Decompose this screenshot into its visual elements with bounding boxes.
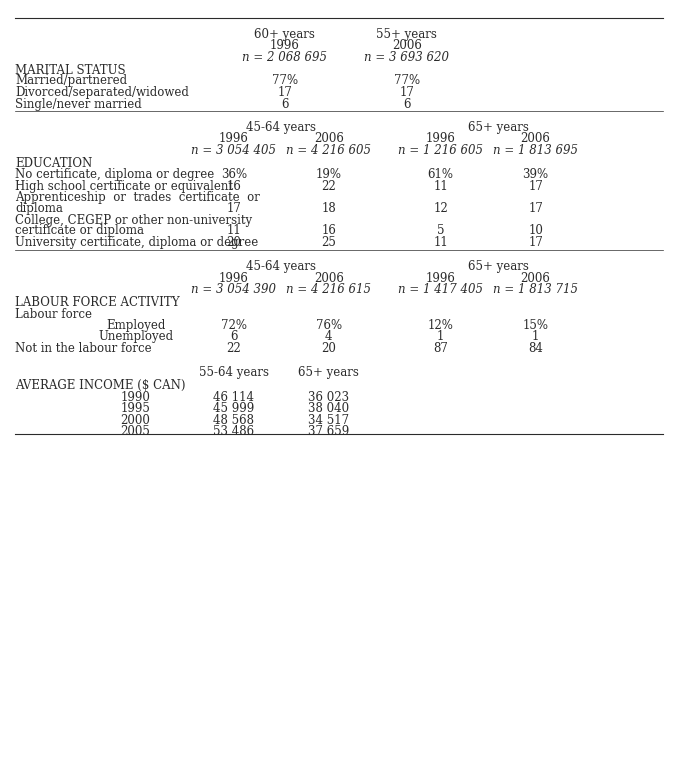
Text: University certificate, diploma or degree: University certificate, diploma or degre…	[15, 236, 258, 249]
Text: 65+ years: 65+ years	[468, 260, 529, 273]
Text: 17: 17	[528, 236, 543, 249]
Text: College, CEGEP or other non-university: College, CEGEP or other non-university	[15, 214, 252, 227]
Text: 2000: 2000	[121, 414, 151, 427]
Text: 1996: 1996	[219, 132, 249, 145]
Text: 17: 17	[277, 86, 292, 99]
Text: 17: 17	[399, 86, 414, 99]
Text: 48 568: 48 568	[214, 414, 254, 427]
Text: 72%: 72%	[221, 319, 247, 333]
Text: 1: 1	[532, 330, 539, 343]
Text: 77%: 77%	[272, 74, 298, 88]
Text: Married/partnered: Married/partnered	[15, 74, 127, 88]
Text: 1996: 1996	[426, 272, 456, 285]
Text: 11: 11	[226, 224, 241, 237]
Text: 53 486: 53 486	[214, 425, 254, 438]
Text: 36 023: 36 023	[308, 391, 349, 404]
Text: n = 4 216 615: n = 4 216 615	[286, 283, 372, 296]
Text: 17: 17	[528, 180, 543, 193]
Text: 60+ years: 60+ years	[254, 28, 315, 41]
Text: 16: 16	[226, 180, 241, 193]
Text: 18: 18	[321, 202, 336, 215]
Text: 45 999: 45 999	[214, 402, 254, 415]
Text: 65+ years: 65+ years	[468, 121, 529, 134]
Text: 45-64 years: 45-64 years	[246, 121, 317, 134]
Text: n = 1 417 405: n = 1 417 405	[398, 283, 483, 296]
Text: 16: 16	[321, 224, 336, 237]
Text: 19%: 19%	[316, 168, 342, 181]
Text: 2005: 2005	[121, 425, 151, 438]
Text: Not in the labour force: Not in the labour force	[15, 342, 152, 355]
Text: n = 2 068 695: n = 2 068 695	[242, 51, 327, 64]
Text: diploma: diploma	[15, 202, 63, 215]
Text: 1990: 1990	[121, 391, 151, 404]
Text: 36%: 36%	[221, 168, 247, 181]
Text: High school certificate or equivalent: High school certificate or equivalent	[15, 180, 233, 193]
Text: 1: 1	[437, 330, 444, 343]
Text: Divorced/separated/widowed: Divorced/separated/widowed	[15, 86, 188, 99]
Text: 11: 11	[433, 180, 448, 193]
Text: 2006: 2006	[521, 272, 551, 285]
Text: 22: 22	[321, 180, 336, 193]
Text: 34 517: 34 517	[308, 414, 349, 427]
Text: n = 4 216 605: n = 4 216 605	[286, 144, 372, 157]
Text: n = 1 216 605: n = 1 216 605	[398, 144, 483, 157]
Text: 87: 87	[433, 342, 448, 355]
Text: 76%: 76%	[316, 319, 342, 333]
Text: 1996: 1996	[270, 39, 300, 52]
Text: n = 3 054 390: n = 3 054 390	[191, 283, 277, 296]
Text: Apprenticeship  or  trades  certificate  or: Apprenticeship or trades certificate or	[15, 191, 260, 204]
Text: 39%: 39%	[523, 168, 549, 181]
Text: 12%: 12%	[428, 319, 454, 333]
Text: 45-64 years: 45-64 years	[246, 260, 317, 273]
Text: 22: 22	[226, 342, 241, 355]
Text: 84: 84	[528, 342, 543, 355]
Text: 2006: 2006	[314, 272, 344, 285]
Text: 1996: 1996	[426, 132, 456, 145]
Text: No certificate, diploma or degree: No certificate, diploma or degree	[15, 168, 214, 181]
Text: MARITAL STATUS: MARITAL STATUS	[15, 64, 125, 77]
Text: 77%: 77%	[394, 74, 420, 88]
Text: n = 3 693 620: n = 3 693 620	[364, 51, 450, 64]
Text: 12: 12	[433, 202, 448, 215]
Text: 4: 4	[325, 330, 333, 343]
Text: 1995: 1995	[121, 402, 151, 415]
Text: 2006: 2006	[392, 39, 422, 52]
Text: 37 659: 37 659	[308, 425, 349, 438]
Text: 17: 17	[528, 202, 543, 215]
Text: 2006: 2006	[521, 132, 551, 145]
Text: 20: 20	[321, 342, 336, 355]
Text: Employed: Employed	[106, 319, 165, 333]
Text: Single/never married: Single/never married	[15, 98, 142, 111]
Text: 20: 20	[226, 236, 241, 249]
Text: 6: 6	[230, 330, 238, 343]
Text: n = 1 813 695: n = 1 813 695	[493, 144, 578, 157]
Text: 65+ years: 65+ years	[298, 366, 359, 379]
Text: AVERAGE INCOME ($ CAN): AVERAGE INCOME ($ CAN)	[15, 379, 185, 392]
Text: EDUCATION: EDUCATION	[15, 157, 92, 170]
Text: n = 3 054 405: n = 3 054 405	[191, 144, 277, 157]
Text: certificate or diploma: certificate or diploma	[15, 224, 144, 237]
Text: 38 040: 38 040	[308, 402, 349, 415]
Text: 2006: 2006	[314, 132, 344, 145]
Text: 6: 6	[403, 98, 411, 111]
Text: 5: 5	[437, 224, 445, 237]
Text: n = 1 813 715: n = 1 813 715	[493, 283, 578, 296]
Text: 55+ years: 55+ years	[376, 28, 437, 41]
Text: 17: 17	[226, 202, 241, 215]
Text: 25: 25	[321, 236, 336, 249]
Text: Unemployed: Unemployed	[98, 330, 173, 343]
Text: 15%: 15%	[523, 319, 549, 333]
Text: 61%: 61%	[428, 168, 454, 181]
Text: 1996: 1996	[219, 272, 249, 285]
Text: 55-64 years: 55-64 years	[199, 366, 269, 379]
Text: LABOUR FORCE ACTIVITY: LABOUR FORCE ACTIVITY	[15, 296, 180, 310]
Text: Labour force: Labour force	[15, 308, 92, 321]
Text: 10: 10	[528, 224, 543, 237]
Text: 11: 11	[433, 236, 448, 249]
Text: 46 114: 46 114	[214, 391, 254, 404]
Text: 6: 6	[281, 98, 289, 111]
